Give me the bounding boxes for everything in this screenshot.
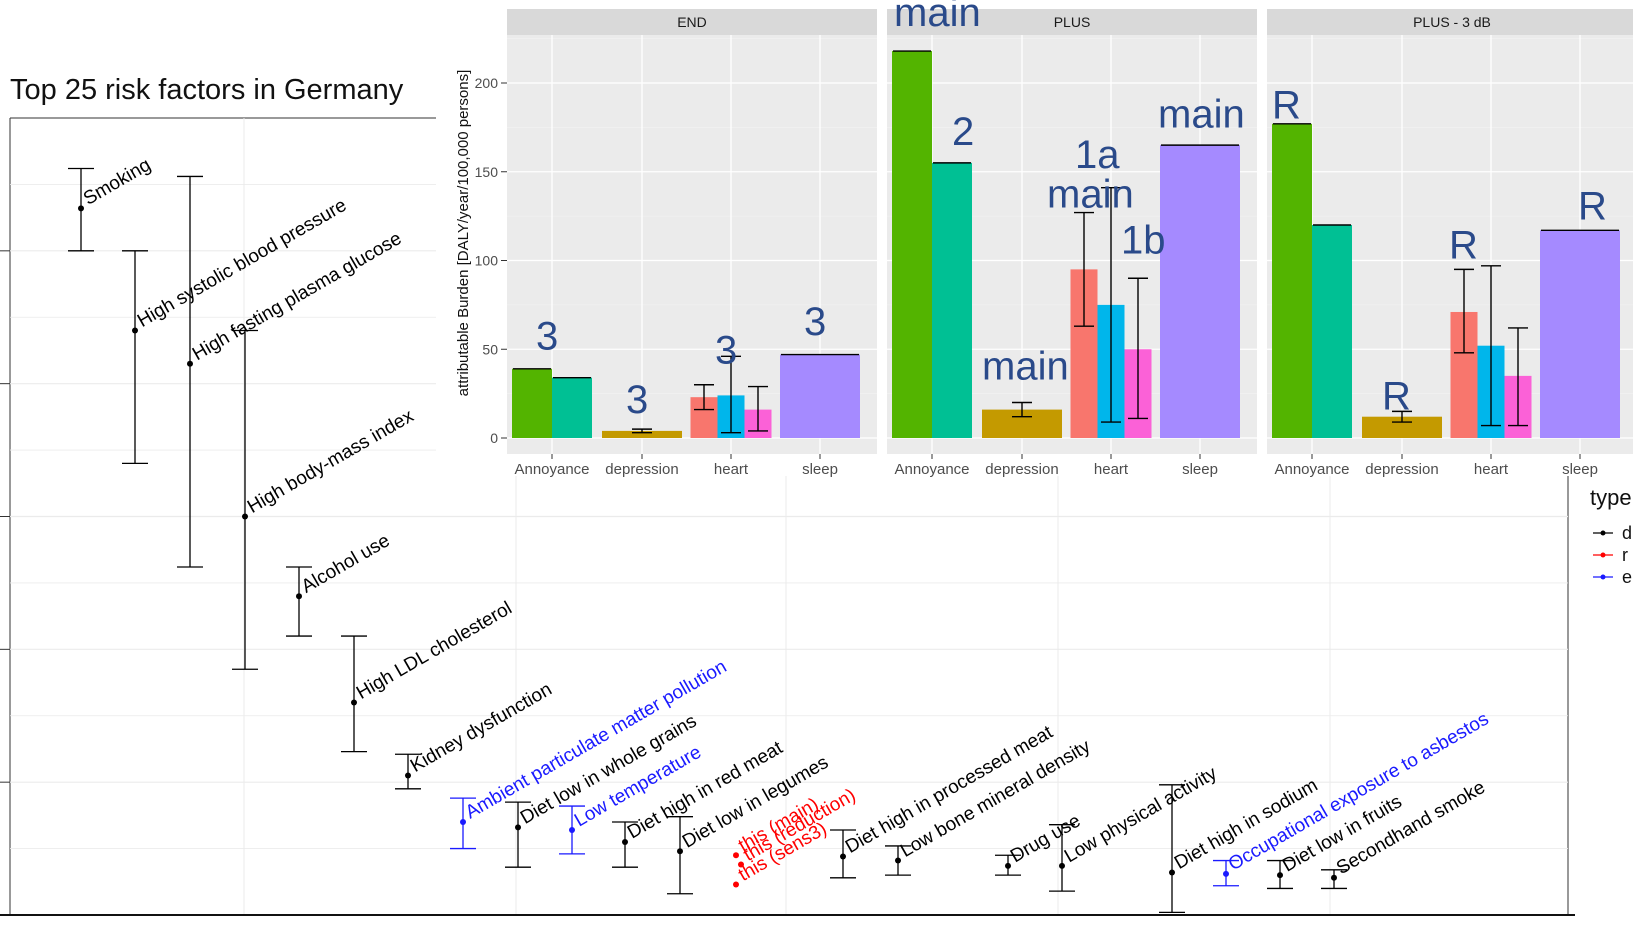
annotation-plus: main (894, 0, 981, 35)
annotation-plus-3-db: R (1272, 84, 1301, 128)
annotation-plus: 2 (952, 110, 974, 154)
point-high-ldl-cholesterol (351, 699, 357, 706)
point-diet-high-in-red-meat (622, 838, 628, 845)
point-diet-high-in-processed-meat (840, 853, 846, 860)
x-tick-label-annoyance: Annoyance (1274, 461, 1349, 478)
point-this-main (733, 852, 739, 859)
legend-key-point (1600, 530, 1606, 536)
x-tick-label-depression: depression (985, 461, 1058, 478)
facet-title-end: END (677, 14, 707, 30)
bar-end-depression (602, 430, 682, 438)
legend-item: d (1622, 523, 1632, 543)
point-drug-use (1005, 862, 1011, 869)
x-tick-label-annoyance: Annoyance (894, 461, 969, 478)
bar-plus-3-db-sleep (1540, 230, 1620, 438)
x-tick-label-depression: depression (605, 461, 678, 478)
point-label-alcohol-use: Alcohol use (298, 530, 394, 597)
bar-plus-3-db-annoyance (1272, 123, 1312, 438)
annotation-plus-3-db: R (1382, 375, 1411, 419)
annotation-end: 3 (626, 378, 648, 422)
bar-plus-annoyance (932, 162, 972, 438)
annotation-end: 3 (715, 328, 737, 372)
x-tick-label-depression: depression (1365, 461, 1438, 478)
point-kidney-dysfunction (405, 772, 411, 779)
point-diet-low-in-whole-grains (515, 824, 521, 831)
facet-strip-end (507, 9, 877, 35)
annotation-end: 3 (536, 314, 558, 358)
point-high-systolic-blood-pressure (132, 327, 138, 334)
point-diet-high-in-sodium (1169, 869, 1175, 876)
point-low-physical-activity (1059, 862, 1065, 869)
bar-plus-annoyance (892, 51, 932, 439)
x-tick-label-heart: heart (1474, 461, 1509, 478)
annotation-plus-3-db: R (1578, 185, 1607, 229)
point-label-high-fasting-plasma-glucose: High fasting plasma glucose (189, 228, 405, 365)
x-tick-label-sleep: sleep (1182, 461, 1218, 478)
facet-title-plus-3-db: PLUS - 3 dB (1413, 14, 1491, 30)
point-diet-low-in-legumes (677, 848, 683, 855)
legend-title: type (1590, 485, 1632, 510)
legend-item: r (1622, 545, 1628, 565)
point-label-kidney-dysfunction: Kidney dysfunction (407, 679, 556, 777)
x-tick-label-annoyance: Annoyance (514, 461, 589, 478)
facet-end: END Annoyance depression heart sleep 3 3 3 3 (507, 9, 877, 478)
point-low-bone-mineral-density (895, 857, 901, 864)
annotation-end: 3 (804, 300, 826, 344)
y-tick-label: 200 (475, 75, 499, 91)
point-ambient-particulate-matter-pollution (460, 819, 466, 826)
point-this-sens3 (733, 881, 739, 888)
facet-strip-plus-3-db (1267, 9, 1633, 35)
annotation-plus: 1a (1075, 133, 1120, 177)
legend-item: e (1622, 567, 1632, 587)
y-tick-label: 100 (475, 253, 499, 269)
point-label-high-systolic-blood-pressure: High systolic blood pressure (134, 195, 350, 332)
point-alcohol-use (296, 593, 302, 600)
x-tick-label-sleep: sleep (1562, 461, 1598, 478)
bar-end-annoyance (552, 377, 592, 438)
x-tick-label-sleep: sleep (802, 461, 838, 478)
point-secondhand-smoke (1331, 874, 1337, 881)
point-label-smoking: Smoking (80, 155, 155, 210)
facet-title-plus: PLUS (1054, 14, 1091, 30)
point-label-high-body-mass-index: High body-mass index (244, 405, 418, 517)
bar-plus-3-db-annoyance (1312, 225, 1352, 438)
point-high-body-mass-index (242, 513, 248, 520)
point-smoking (78, 205, 84, 212)
annotation-plus: main (982, 344, 1069, 388)
facet-plus: PLUS Annoyance depression heart sleep main 2 ma… (887, 0, 1257, 478)
facet-strip-plus (887, 9, 1257, 35)
annotation-plus: 1b (1121, 218, 1166, 262)
x-tick-label-heart: heart (1094, 461, 1129, 478)
legend-key-point (1600, 552, 1606, 558)
facet-plus-3-db: PLUS - 3 dB Annoyance depression heart sleep… (1267, 9, 1633, 478)
point-occupational-exposure-to-asbestos (1223, 870, 1229, 877)
bar-end-sleep (780, 354, 860, 438)
point-low-temperature (569, 826, 575, 833)
bar-plus-3-db-depression (1362, 416, 1442, 438)
y-axis-label: attributable Burden [DALY/year/100,000 p… (455, 70, 472, 397)
chart-title: Top 25 risk factors in Germany (10, 74, 404, 106)
point-this-reduction (738, 861, 744, 868)
annotation-plus-3-db: R (1449, 224, 1478, 268)
legend: type dre (1590, 485, 1632, 587)
bar-plus-sleep (1160, 145, 1240, 438)
annotation-plus: main (1047, 172, 1134, 216)
bar-end-annoyance (512, 368, 552, 438)
y-tick-label: 0 (490, 430, 498, 446)
point-high-fasting-plasma-glucose (187, 360, 193, 367)
y-tick-label: 150 (475, 164, 499, 180)
point-label-high-ldl-cholesterol: High LDL cholesterol (353, 598, 516, 704)
x-tick-label-heart: heart (714, 461, 749, 478)
annotation-plus: main (1158, 92, 1245, 136)
point-diet-low-in-fruits (1277, 872, 1283, 879)
y-tick-label: 50 (482, 341, 498, 357)
legend-key-point (1600, 574, 1606, 580)
